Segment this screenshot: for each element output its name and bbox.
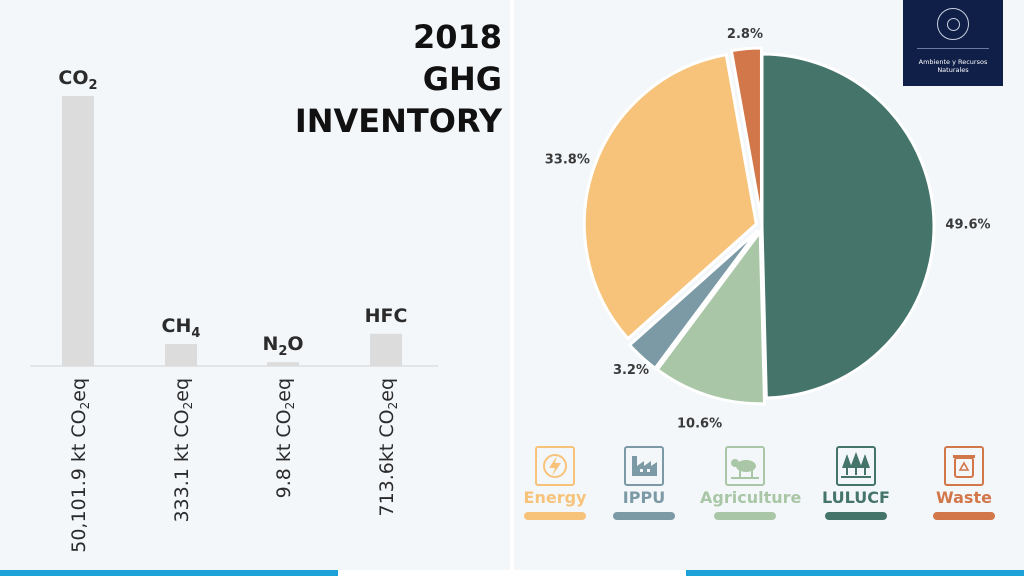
bar-value-label-ch4: 333.1 kt CO2eq	[171, 378, 195, 523]
pie-value-label-ippu: 3.2%	[613, 363, 649, 378]
title-line-ghg: GHG	[422, 60, 502, 98]
legend-item-ippu: IPPU	[599, 446, 689, 520]
bar-hfc	[370, 333, 402, 366]
legend-label-energy: Energy	[523, 488, 587, 507]
pie-slice-agriculture	[655, 227, 767, 406]
pie-slice-lulucf	[760, 52, 936, 400]
bar-value-label-n2o: 9.8 kt CO2eq	[273, 378, 297, 498]
bar-value-label-co2: 50,101.9 kt CO2eq	[68, 378, 92, 553]
legend-swatch-agriculture	[714, 512, 776, 520]
pie-slice-ippu	[627, 229, 760, 371]
legend-item-agriculture: Agriculture	[700, 446, 802, 520]
logo-divider	[917, 48, 989, 49]
footer-stripe-right	[686, 570, 1024, 576]
pie-slice-waste	[729, 46, 763, 221]
lightning-icon	[535, 446, 575, 486]
bar-category-label-hfc: HFC	[365, 305, 408, 327]
bar-n2o	[267, 362, 299, 366]
legend-swatch-ippu	[613, 512, 675, 520]
bar-category-label-co2: CO2	[58, 67, 97, 93]
pie-slice-energy	[582, 52, 758, 341]
legend-item-waste: Waste	[919, 446, 1009, 520]
legend-swatch-waste	[933, 512, 995, 520]
sector-pie-chart: 49.6% 10.6% 3.2% 33.8% 2.8%	[545, 27, 991, 432]
recycle-bin-icon	[944, 446, 984, 486]
panel-divider	[510, 0, 514, 576]
legend-swatch-lulucf	[825, 512, 887, 520]
factory-icon	[624, 446, 664, 486]
title-line-inventory: INVENTORY	[294, 102, 502, 140]
logo-text: Ambiente y Recursos Naturales	[918, 58, 988, 74]
legend-label-waste: Waste	[936, 488, 992, 507]
bar-value-label-hfc: 713.6kt CO2eq	[376, 378, 400, 517]
pie-value-label-agriculture: 10.6%	[677, 416, 722, 430]
legend-swatch-energy	[524, 512, 586, 520]
pie-chart-panel: 49.6% 10.6% 3.2% 33.8% 2.8% Ambiente y Recur…	[514, 0, 1024, 570]
gas-bar-chart: CO2 50,101.9 kt CO2eq CH4 333.1 kt CO2eq N2O…	[30, 67, 438, 553]
bar-category-label-ch4: CH4	[162, 315, 201, 341]
pie-value-label-lulucf: 49.6%	[945, 217, 990, 232]
title-line-year: 2018	[412, 18, 502, 56]
pie-value-label-waste: 2.8%	[727, 27, 763, 42]
trees-icon	[836, 446, 876, 486]
bar-co2	[62, 96, 94, 366]
legend-label-ippu: IPPU	[622, 488, 666, 507]
legend-label-lulucf: LULUCF	[822, 488, 890, 507]
cow-icon	[725, 446, 765, 486]
bar-chart-panel: 2018 GHG INVENTORY CO2 50,101.9 kt CO2eq C…	[0, 0, 510, 570]
ministry-logo: Ambiente y Recursos Naturales	[903, 0, 1003, 86]
bar-ch4	[165, 343, 197, 366]
legend-label-agriculture: Agriculture	[700, 488, 802, 507]
legend-item-energy: Energy	[510, 446, 600, 520]
chart-title: 2018 GHG INVENTORY	[295, 16, 502, 142]
legend-item-lulucf: LULUCF	[811, 446, 901, 520]
footer-stripe-middle	[338, 570, 686, 576]
pie-value-label-energy: 33.8%	[545, 153, 590, 168]
seal-icon	[937, 8, 969, 40]
footer-stripe-left	[0, 570, 338, 576]
bar-category-label-n2o: N2O	[262, 333, 303, 359]
